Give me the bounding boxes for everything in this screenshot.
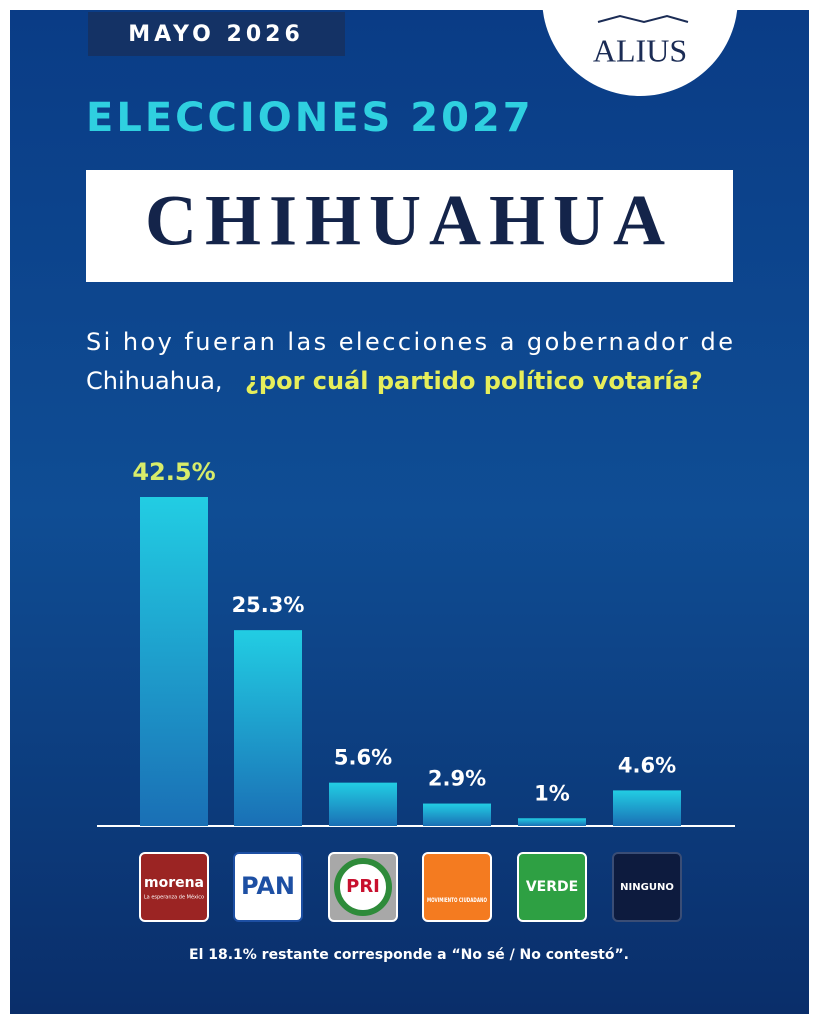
footer: El 18.1% restante corresponde a “No sé /… <box>189 947 629 963</box>
value-label: 1% <box>534 781 570 805</box>
party-name: PAN <box>241 872 295 900</box>
party-logo <box>612 852 682 922</box>
party-logo <box>517 852 587 922</box>
party-tagline: La esperanza de México <box>144 894 204 901</box>
value-label: 42.5% <box>132 458 215 486</box>
title: CHIHUAHUA <box>145 181 673 261</box>
value-label: 25.3% <box>232 593 305 617</box>
brand-icon <box>597 14 689 24</box>
bar <box>518 818 586 826</box>
party-name: MOVIMIENTO CIUDADANO <box>427 896 487 904</box>
bar <box>140 497 208 826</box>
value-label: 4.6% <box>618 753 676 777</box>
title-box <box>86 170 733 282</box>
party-name: NINGUNO <box>620 882 674 893</box>
party-name: VERDE <box>526 879 578 895</box>
party-logo <box>422 852 492 922</box>
bar <box>613 790 681 826</box>
party-name: morena <box>144 875 204 891</box>
question-line: Chihuahua, <box>86 367 223 395</box>
question-highlight: ¿por cuál partido político votaría? <box>245 367 703 395</box>
logo-circle <box>334 858 392 916</box>
bar <box>329 782 397 826</box>
value-label: 2.9% <box>428 767 486 791</box>
bar <box>234 630 302 826</box>
party-logo <box>233 852 303 922</box>
party-name: PRI <box>346 876 380 897</box>
bar-chart: 42.5% morena La esperanza de México 25.3% PA… <box>132 458 682 922</box>
kicker: ELECCIONES 2027 <box>86 95 534 141</box>
bar <box>423 803 491 826</box>
party-logo <box>139 852 209 922</box>
brand-badge <box>542 0 738 96</box>
brand: ALIUS <box>593 32 687 68</box>
date-banner <box>88 12 345 56</box>
date: MAYO 2026 <box>128 22 304 47</box>
value-label: 5.6% <box>334 746 392 770</box>
background <box>10 10 809 1014</box>
